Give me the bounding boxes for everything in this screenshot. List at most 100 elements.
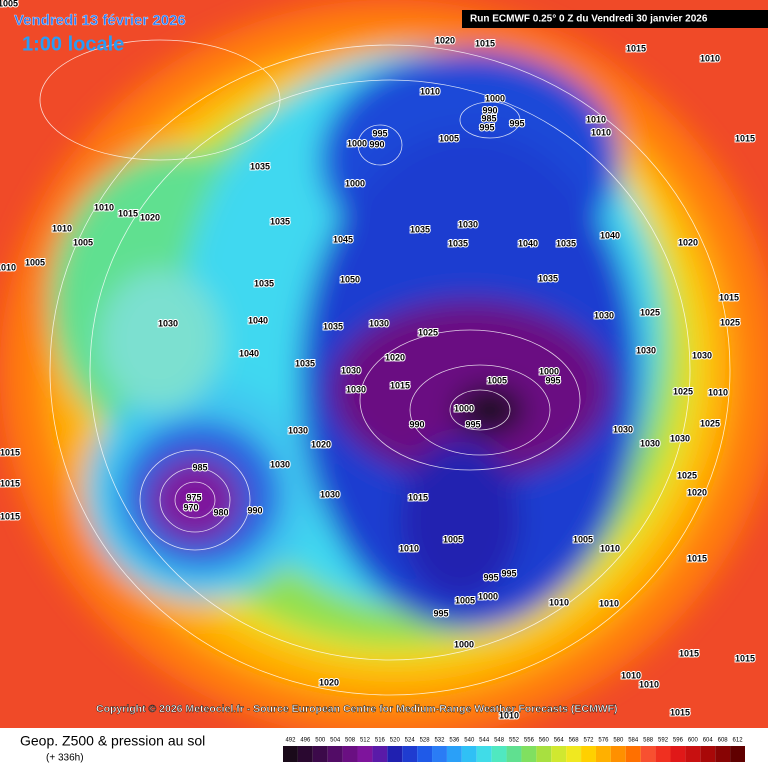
pressure-label: 985 — [481, 113, 496, 123]
pressure-label: 990 — [409, 419, 424, 429]
colorbar-cell — [446, 746, 462, 762]
pressure-label: 1035 — [556, 238, 576, 248]
pressure-label: 1005 — [487, 375, 507, 385]
pressure-label: 1045 — [333, 234, 353, 244]
colorbar-label: 548 — [494, 738, 505, 744]
pressure-label: 1015 — [735, 133, 755, 143]
colorbar-cell — [715, 746, 731, 762]
colorbar-label: 544 — [479, 738, 490, 744]
colorbar-label: 500 — [315, 738, 326, 744]
colorbar-cell — [640, 746, 656, 762]
colorbar-label: 588 — [643, 738, 654, 744]
pressure-label: 1010 — [549, 597, 569, 607]
pressure-label: 1020 — [311, 439, 331, 449]
colorbar-label: 572 — [584, 738, 595, 744]
colorbar-cell — [521, 746, 537, 762]
pressure-label: 1030 — [640, 438, 660, 448]
pressure-label: 1000 — [454, 639, 474, 649]
colorbar-cell — [327, 746, 343, 762]
pressure-label: 1005 — [455, 595, 475, 605]
pressure-label: 1020 — [687, 487, 707, 497]
pressure-label: 1005 — [0, 0, 18, 8]
colorbar-label: 532 — [434, 738, 445, 744]
colorbar-label: 556 — [524, 738, 535, 744]
pressure-label: 1000 — [485, 93, 505, 103]
pressure-label: 1030 — [458, 219, 478, 229]
pressure-label: 995 — [372, 128, 387, 138]
pressure-label: 990 — [247, 505, 262, 515]
pressure-label: 1015 — [0, 478, 20, 488]
pressure-label: 1000 — [347, 138, 367, 148]
pressure-label: 1030 — [613, 424, 633, 434]
pressure-label: 995 — [483, 572, 498, 582]
pressure-label: 1035 — [448, 238, 468, 248]
colorbar-label: 604 — [703, 738, 714, 744]
date: Vendredi 13 février 2026 — [14, 12, 186, 29]
colorbar-cell — [506, 746, 522, 762]
run-info: Run ECMWF 0.25° 0 Z du Vendredi 30 janvi… — [470, 14, 708, 25]
pressure-label: 1010 — [708, 387, 728, 397]
pressure-label: 1020 — [678, 237, 698, 247]
pressure-label: 1015 — [719, 292, 739, 302]
pressure-label: 1010 — [499, 710, 519, 720]
pressure-label: 1035 — [538, 273, 558, 283]
colorbar-label: 496 — [300, 738, 311, 744]
pressure-label: 1030 — [670, 433, 690, 443]
colorbar-cell — [700, 746, 716, 762]
colorbar-label: 608 — [718, 738, 729, 744]
pressure-label: 1015 — [475, 38, 495, 48]
colorbar-cell — [432, 746, 447, 762]
pressure-label: 1025 — [677, 470, 697, 480]
lead-time: (+ 336h) — [46, 753, 84, 764]
colorbar-label: 568 — [569, 738, 580, 744]
pressure-label: 1035 — [323, 321, 343, 331]
pressure-label: 1010 — [700, 53, 720, 63]
pressure-label: 1010 — [399, 543, 419, 553]
colorbar-cell — [372, 746, 388, 762]
pressure-label: 995 — [465, 419, 480, 429]
pressure-label: 1015 — [670, 707, 690, 717]
pressure-label: 1030 — [346, 384, 366, 394]
colorbar-label: 492 — [285, 738, 296, 744]
pressure-label: 1040 — [518, 238, 538, 248]
colorbar-label: 592 — [658, 738, 669, 744]
pressure-label: 1010 — [591, 127, 611, 137]
colorbar-label: 612 — [733, 738, 744, 744]
colorbar-label: 504 — [330, 738, 341, 744]
pressure-label: 1020 — [140, 212, 160, 222]
pressure-label: 1005 — [443, 534, 463, 544]
pressure-label: 1030 — [636, 345, 656, 355]
colorbar-label: 584 — [628, 738, 639, 744]
colorbar-label: 524 — [405, 738, 416, 744]
copyright: Copyright © 2026 Meteociel.fr - Source E… — [96, 703, 618, 715]
colorbar-cell — [566, 746, 582, 762]
pressure-label: 1010 — [639, 679, 659, 689]
colorbar-label: 596 — [673, 738, 684, 744]
colorbar-label: 580 — [613, 738, 624, 744]
pressure-label: 1005 — [439, 133, 459, 143]
colorbar-cell — [402, 746, 418, 762]
colorbar-cell — [655, 746, 671, 762]
pressure-label: 990 — [369, 139, 384, 149]
pressure-label: 1035 — [295, 358, 315, 368]
colorbar-label: 508 — [345, 738, 356, 744]
colorbar-cell — [581, 746, 596, 762]
local-time: 1:00 locale — [22, 33, 124, 55]
pressure-label: 1020 — [319, 677, 339, 687]
colorbar-cell — [670, 746, 686, 762]
colorbar-cell — [551, 746, 567, 762]
pressure-label: 1010 — [420, 86, 440, 96]
pressure-label: 1040 — [239, 348, 259, 358]
colorbar-cell — [297, 746, 313, 762]
colorbar-cell — [283, 746, 298, 762]
pressure-label: 975 — [186, 492, 201, 502]
colorbar-label: 520 — [390, 738, 401, 744]
pressure-label: 1010 — [94, 202, 114, 212]
pressure-label: 1030 — [288, 425, 308, 435]
pressure-label: 1030 — [692, 350, 712, 360]
colorbar: 492 496 500 504 508 512 516 520 524 528 532 536 540 5… — [283, 738, 745, 762]
pressure-label: 1030 — [320, 489, 340, 499]
